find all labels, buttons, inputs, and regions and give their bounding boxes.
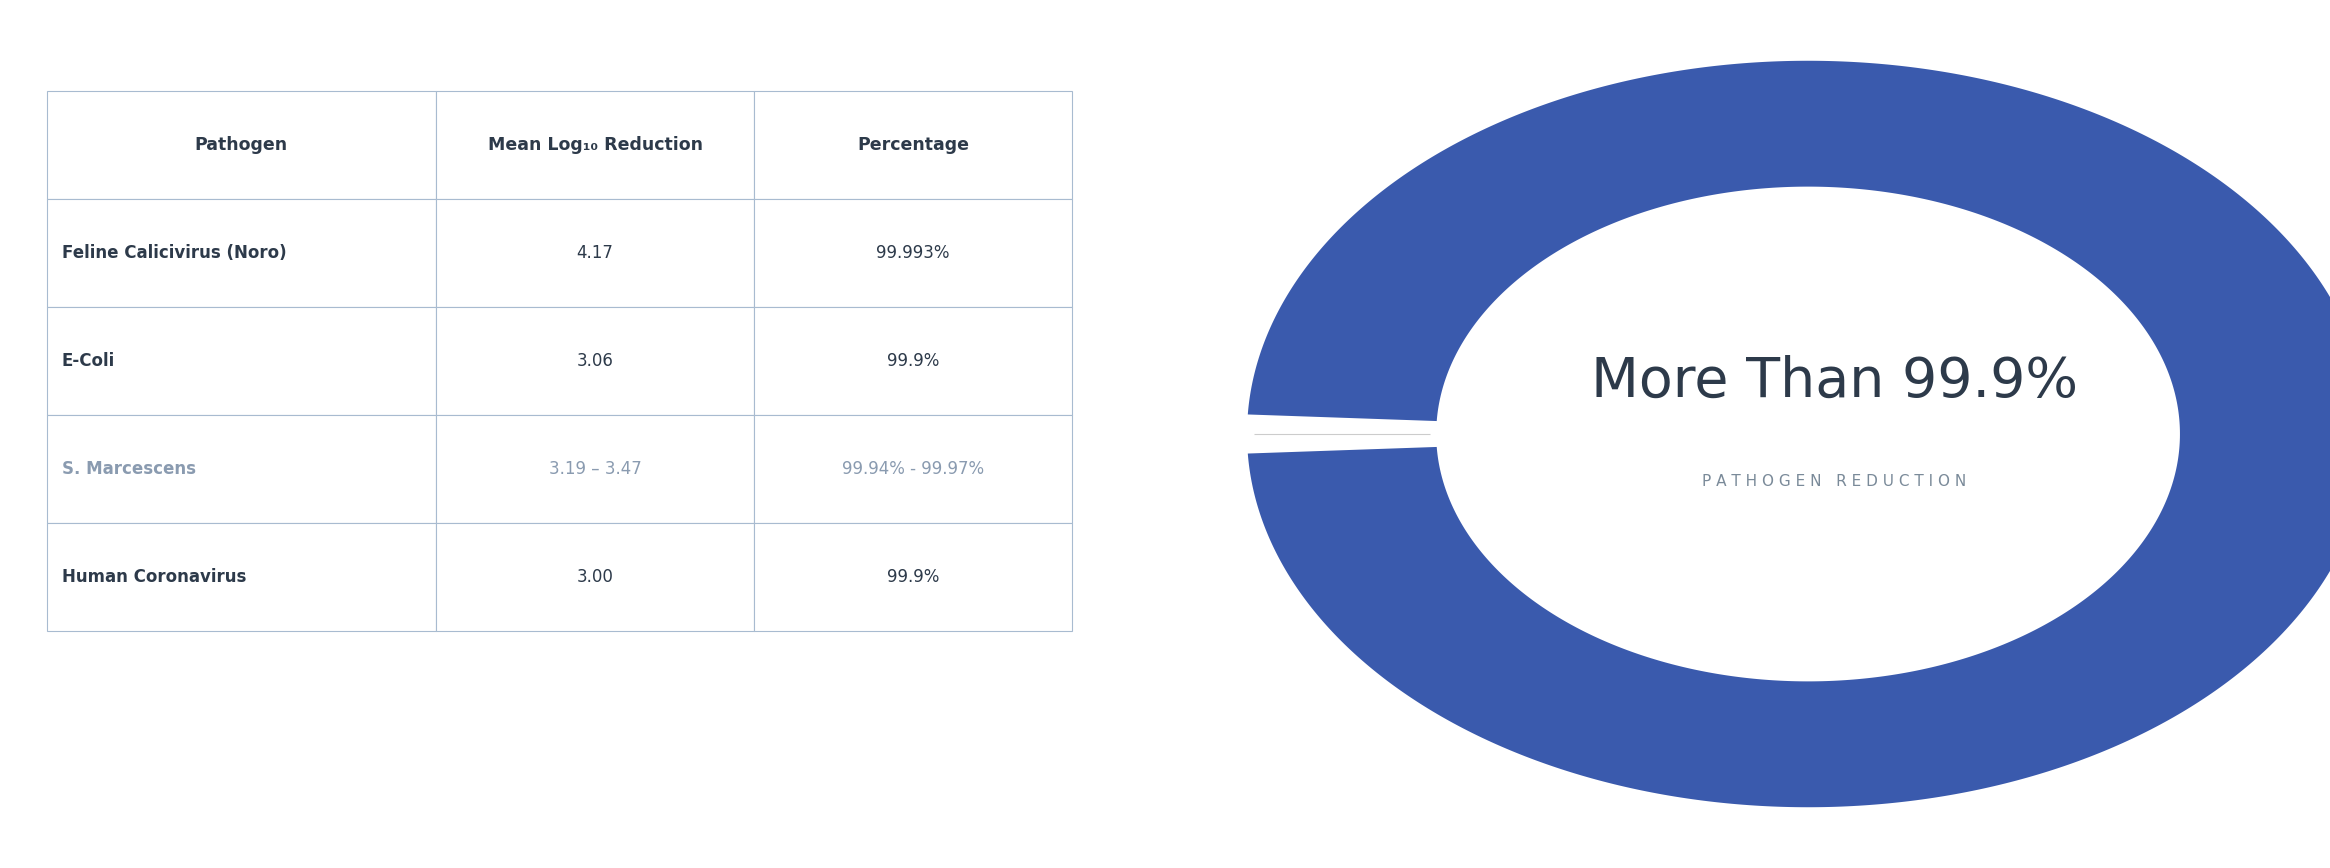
Text: 3.06: 3.06	[576, 352, 613, 370]
Polygon shape	[1249, 61, 2330, 807]
Bar	[755, 91, 1072, 200]
Bar	[47, 415, 436, 523]
Text: Percentage: Percentage	[857, 136, 969, 155]
Text: Human Coronavirus: Human Coronavirus	[63, 568, 247, 586]
Text: 99.9%: 99.9%	[888, 352, 939, 370]
Text: S. Marcescens: S. Marcescens	[63, 460, 196, 478]
Text: Mean Log₁₀ Reduction: Mean Log₁₀ Reduction	[487, 136, 704, 155]
Text: P A T H O G E N   R E D U C T I O N: P A T H O G E N R E D U C T I O N	[1701, 474, 1967, 490]
Text: 99.9%: 99.9%	[888, 568, 939, 586]
Text: 99.94% - 99.97%: 99.94% - 99.97%	[841, 460, 983, 478]
Bar	[755, 307, 1072, 415]
Bar	[47, 307, 436, 415]
Text: 99.993%: 99.993%	[876, 244, 951, 262]
Bar	[755, 200, 1072, 307]
Bar	[436, 200, 755, 307]
Bar	[436, 523, 755, 631]
Text: 3.19 – 3.47: 3.19 – 3.47	[548, 460, 641, 478]
Text: Feline Calicivirus (Noro): Feline Calicivirus (Noro)	[63, 244, 287, 262]
Bar	[436, 307, 755, 415]
Bar	[436, 415, 755, 523]
Bar	[47, 91, 436, 200]
Bar	[47, 523, 436, 631]
Bar	[436, 91, 755, 200]
Bar	[755, 523, 1072, 631]
Text: 3.00: 3.00	[576, 568, 613, 586]
Text: 4.17: 4.17	[576, 244, 613, 262]
Bar	[47, 200, 436, 307]
Text: Pathogen: Pathogen	[196, 136, 289, 155]
Text: More Than 99.9%: More Than 99.9%	[1591, 355, 2078, 409]
Text: E-Coli: E-Coli	[63, 352, 114, 370]
Bar	[755, 415, 1072, 523]
